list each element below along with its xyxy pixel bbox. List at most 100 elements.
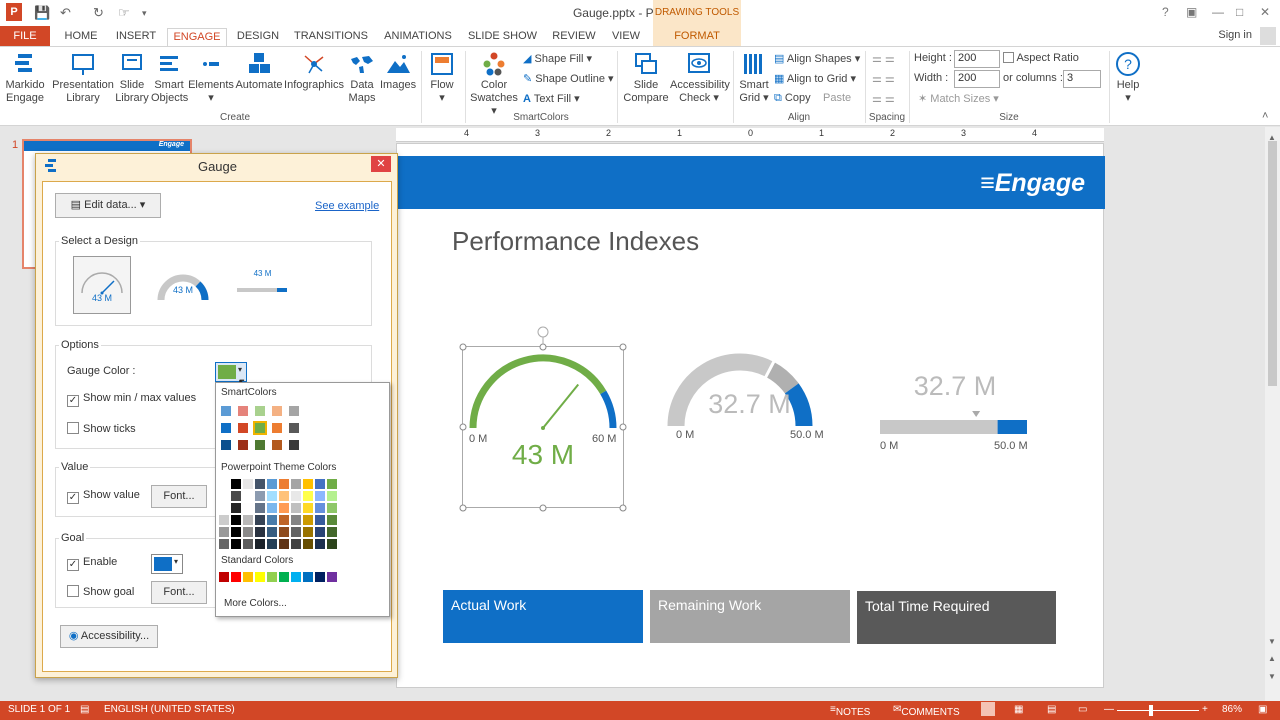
smart-objects-button[interactable]: Smart Objects — [151, 51, 188, 105]
theme-color-swatch[interactable] — [231, 479, 241, 489]
slide-library-button[interactable]: Slide Library — [114, 51, 150, 105]
spacing-equal-icon[interactable]: ⚌ ⚌ — [872, 93, 895, 105]
infographics-button[interactable]: Infographics — [284, 51, 344, 92]
theme-color-shade-swatch[interactable] — [243, 515, 253, 525]
theme-color-shade-swatch[interactable] — [243, 539, 253, 549]
paste-button[interactable]: Paste — [823, 92, 852, 104]
theme-color-shade-swatch[interactable] — [255, 503, 265, 513]
markido-engage-button[interactable]: Markido Engage — [3, 51, 47, 105]
smart-color-swatch[interactable] — [238, 440, 248, 450]
theme-color-shade-swatch[interactable] — [279, 503, 289, 513]
help-button[interactable]: ? Help ▾ — [1110, 51, 1146, 105]
standard-color-swatch[interactable] — [267, 572, 277, 582]
automate-button[interactable]: Automate — [234, 51, 284, 92]
show-ticks-checkbox[interactable]: Show ticks — [67, 422, 136, 435]
vertical-scrollbar[interactable]: ▲ ▼ ▲ ▼ — [1265, 127, 1280, 702]
maximize-icon[interactable]: □ — [1236, 5, 1244, 19]
zoom-out-icon[interactable]: — — [1104, 704, 1114, 715]
theme-color-shade-swatch[interactable] — [279, 527, 289, 537]
theme-color-shade-swatch[interactable] — [327, 515, 337, 525]
theme-color-shade-swatch[interactable] — [231, 503, 241, 513]
theme-color-shade-swatch[interactable] — [303, 503, 313, 513]
zoom-in-icon[interactable]: + — [1202, 704, 1208, 715]
theme-color-shade-swatch[interactable] — [243, 491, 253, 501]
theme-color-shade-swatch[interactable] — [327, 503, 337, 513]
theme-color-shade-swatch[interactable] — [303, 515, 313, 525]
images-button[interactable]: Images — [380, 51, 416, 92]
theme-color-swatch[interactable] — [315, 479, 325, 489]
smart-color-swatch[interactable] — [289, 440, 299, 450]
sign-in-link[interactable]: Sign in — [1218, 29, 1252, 41]
smart-color-swatch[interactable] — [221, 440, 231, 450]
save-icon[interactable]: 💾 — [34, 5, 51, 20]
zoom-slider[interactable] — [1117, 710, 1199, 711]
theme-color-shade-swatch[interactable] — [315, 515, 325, 525]
text-fill-button[interactable]: A Text Fill ▾ — [523, 92, 580, 105]
smart-color-swatch[interactable] — [238, 406, 248, 416]
theme-color-shade-swatch[interactable] — [327, 539, 337, 549]
columns-select[interactable]: 3 — [1063, 70, 1101, 88]
theme-color-shade-swatch[interactable] — [267, 515, 277, 525]
shape-outline-button[interactable]: ✎ Shape Outline ▾ — [523, 72, 614, 85]
theme-color-shade-swatch[interactable] — [291, 503, 301, 513]
theme-color-shade-swatch[interactable] — [231, 527, 241, 537]
copy-button[interactable]: ⧉ Copy — [774, 92, 811, 105]
theme-color-swatch[interactable] — [267, 479, 277, 489]
theme-color-shade-swatch[interactable] — [315, 527, 325, 537]
tab-design[interactable]: DESIGN — [236, 30, 280, 42]
reading-view-icon[interactable]: ▤ — [1047, 704, 1057, 715]
scroll-thumb[interactable] — [1268, 141, 1277, 386]
theme-color-shade-swatch[interactable] — [231, 539, 241, 549]
data-maps-button[interactable]: Data Maps — [345, 51, 379, 105]
standard-color-swatch[interactable] — [243, 572, 253, 582]
theme-color-shade-swatch[interactable] — [303, 527, 313, 537]
zoom-slider-thumb[interactable] — [1149, 705, 1153, 716]
accessibility-button[interactable]: ◉ Accessibility... — [60, 625, 158, 648]
smart-color-swatch[interactable] — [253, 421, 267, 435]
show-minmax-checkbox[interactable]: ✓ Show min / max values — [67, 392, 196, 407]
more-colors-link[interactable]: More Colors... — [224, 598, 287, 609]
theme-color-shade-swatch[interactable] — [291, 491, 301, 501]
tab-transitions[interactable]: TRANSITIONS — [294, 30, 368, 42]
theme-color-shade-swatch[interactable] — [219, 491, 229, 501]
slide-title[interactable]: Performance Indexes — [452, 226, 700, 256]
theme-color-shade-swatch[interactable] — [219, 539, 229, 549]
minimize-icon[interactable]: — — [1212, 5, 1224, 19]
standard-color-swatch[interactable] — [315, 572, 325, 582]
previous-slide-icon[interactable]: ▲ — [1268, 654, 1276, 663]
standard-color-swatch[interactable] — [219, 572, 229, 582]
close-window-icon[interactable]: ✕ — [1260, 5, 1271, 19]
tab-review[interactable]: REVIEW — [552, 30, 596, 42]
smart-color-swatch[interactable] — [289, 406, 299, 416]
theme-color-shade-swatch[interactable] — [267, 539, 277, 549]
theme-color-shade-swatch[interactable] — [291, 515, 301, 525]
actual-work-box[interactable]: Actual Work — [443, 590, 643, 643]
standard-color-swatch[interactable] — [255, 572, 265, 582]
enable-goal-checkbox[interactable]: ✓ Enable — [67, 556, 117, 571]
shape-fill-button[interactable]: ◢ Shape Fill ▾ — [523, 52, 592, 65]
selection-handles[interactable] — [457, 322, 629, 514]
theme-color-shade-swatch[interactable] — [303, 491, 313, 501]
theme-color-swatch[interactable] — [219, 479, 229, 489]
help-icon[interactable]: ? — [1162, 5, 1169, 19]
theme-color-shade-swatch[interactable] — [291, 539, 301, 549]
theme-color-shade-swatch[interactable] — [267, 527, 277, 537]
theme-color-swatch[interactable] — [327, 479, 337, 489]
design-option-1[interactable]: 43 M — [73, 256, 131, 314]
flow-button[interactable]: Flow ▾ — [424, 51, 460, 105]
language-indicator[interactable]: ENGLISH (UNITED STATES) — [104, 704, 235, 715]
theme-color-swatch[interactable] — [279, 479, 289, 489]
redo-icon[interactable]: ↻ — [93, 5, 104, 20]
close-dialog-button[interactable]: ✕ — [371, 156, 391, 172]
show-value-checkbox[interactable]: ✓ Show value — [67, 489, 140, 504]
standard-color-swatch[interactable] — [303, 572, 313, 582]
ribbon-display-icon[interactable]: ▣ — [1186, 5, 1198, 19]
value-font-button[interactable]: Font... — [151, 485, 207, 508]
show-goal-checkbox[interactable]: Show goal — [67, 585, 134, 598]
design-option-2[interactable]: 43 M — [153, 260, 213, 314]
theme-color-shade-swatch[interactable] — [279, 539, 289, 549]
align-shapes-button[interactable]: ▤ Align Shapes ▾ — [774, 52, 860, 65]
match-sizes-button[interactable]: ✶ Match Sizes ▾ — [918, 92, 999, 105]
theme-color-shade-swatch[interactable] — [327, 491, 337, 501]
spelling-icon[interactable]: ▤ — [80, 704, 90, 715]
